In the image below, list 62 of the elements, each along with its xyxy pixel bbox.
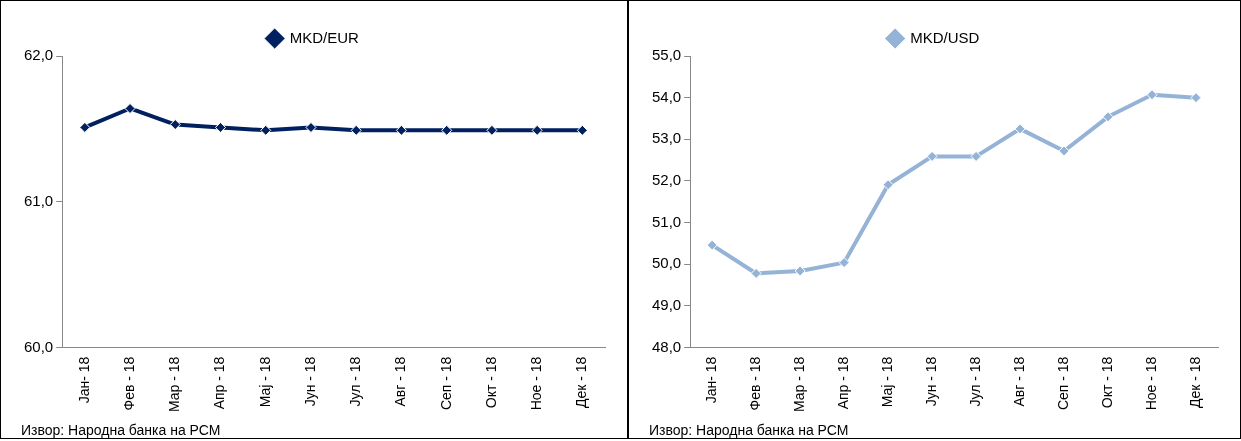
y-tick-label: 54,0 bbox=[651, 87, 682, 105]
point bbox=[1146, 89, 1158, 101]
y-tick-label: 51,0 bbox=[651, 212, 682, 230]
point bbox=[1102, 111, 1114, 123]
x-tick-label: Авг - 18 bbox=[392, 356, 409, 407]
x-tick-label: Јул - 18 bbox=[966, 356, 983, 407]
x-tick-label: Фев - 18 bbox=[120, 356, 137, 411]
point bbox=[882, 179, 894, 191]
point bbox=[169, 119, 181, 131]
x-tick-label: Авг - 18 bbox=[1010, 356, 1027, 407]
point bbox=[441, 124, 453, 136]
point bbox=[260, 124, 272, 136]
point bbox=[305, 121, 317, 133]
x-tick-label: Фев - 18 bbox=[747, 356, 764, 411]
y-tick-label: 62,0 bbox=[23, 46, 54, 64]
point bbox=[706, 239, 718, 251]
x-tick-label: Окт - 18 bbox=[482, 356, 499, 409]
x-tick-label: Јан- 18 bbox=[75, 356, 92, 404]
x-tick-label: Ное - 18 bbox=[1142, 356, 1159, 411]
y-tick-label: 49,0 bbox=[651, 296, 682, 314]
x-tick-label: Окт - 18 bbox=[1098, 356, 1115, 409]
x-tick-label: Дек - 18 bbox=[573, 356, 590, 408]
y-tick-label: 48,0 bbox=[651, 337, 682, 355]
point bbox=[1014, 123, 1026, 135]
legend-label: MKD/EUR bbox=[289, 28, 359, 46]
point bbox=[838, 257, 850, 269]
x-tick-label: Сеп - 18 bbox=[437, 356, 454, 411]
y-tick-label: 50,0 bbox=[651, 254, 682, 272]
point bbox=[750, 267, 762, 279]
text: Извор: Народна банка на РСМ bbox=[649, 422, 849, 438]
x-tick-label: Дек - 18 bbox=[1186, 356, 1203, 408]
x-tick-label: Јун - 18 bbox=[922, 356, 939, 407]
point bbox=[926, 150, 938, 162]
point bbox=[576, 124, 588, 136]
x-tick-label: Мај - 18 bbox=[256, 356, 273, 408]
x-tick-label: Јун - 18 bbox=[301, 356, 318, 407]
y-tick-label: 53,0 bbox=[651, 129, 682, 147]
x-tick-label: Јан- 18 bbox=[703, 356, 720, 404]
x-tick-label: Апр - 18 bbox=[211, 356, 228, 410]
point bbox=[395, 124, 407, 136]
x-tick-label: Сеп - 18 bbox=[1054, 356, 1071, 411]
x-tick-label: Апр - 18 bbox=[835, 356, 851, 410]
y-tick-label: 52,0 bbox=[651, 171, 682, 189]
point bbox=[486, 124, 498, 136]
x-tick-label: Мар - 18 bbox=[166, 356, 183, 412]
point bbox=[79, 121, 91, 133]
point bbox=[794, 265, 806, 277]
x-tick-label: Јул - 18 bbox=[347, 356, 364, 407]
point bbox=[215, 121, 227, 133]
x-tick-label: Мај - 18 bbox=[878, 356, 895, 408]
x-tick-label: Ное - 18 bbox=[528, 356, 545, 411]
point bbox=[531, 124, 543, 136]
y-tick-label: 60,0 bbox=[23, 337, 54, 355]
point bbox=[350, 124, 362, 136]
x-tick-label: Мар - 18 bbox=[791, 356, 808, 412]
legend-label: MKD/USD bbox=[910, 28, 980, 46]
text: Извор: Народна банка на РСМ bbox=[21, 422, 221, 438]
point bbox=[970, 150, 982, 162]
point bbox=[1190, 92, 1202, 104]
y-tick-label: 55,0 bbox=[651, 46, 682, 64]
y-tick-label: 61,0 bbox=[23, 191, 54, 209]
point bbox=[124, 102, 136, 114]
